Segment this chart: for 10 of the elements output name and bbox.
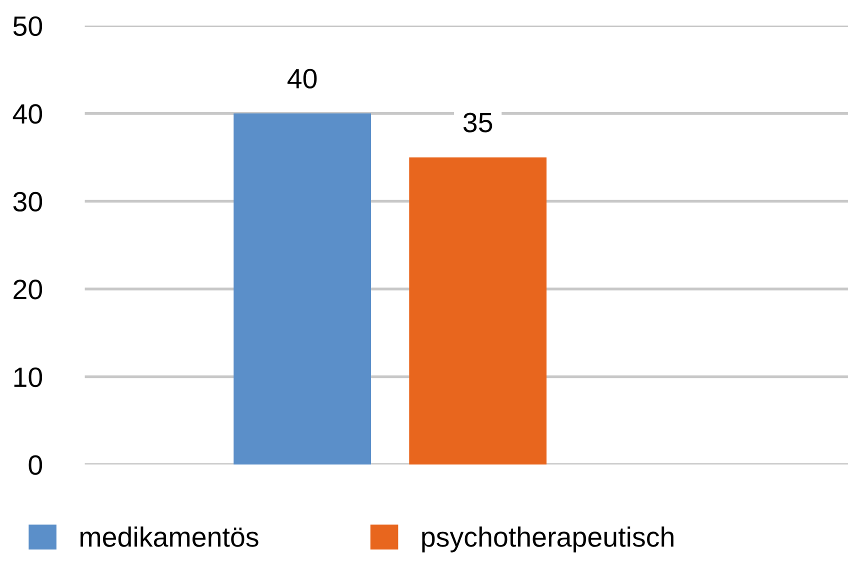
- data-label: 35: [463, 112, 492, 132]
- y-tick-label: 40: [12, 104, 42, 124]
- y-tick-label: 30: [13, 192, 42, 212]
- data-label: 40: [288, 68, 317, 88]
- y-tick-label: 0: [28, 455, 42, 475]
- legend-label: psychotherapeutisch: [422, 526, 674, 552]
- y-tick-label: 20: [14, 280, 42, 300]
- legend-label: medikamentös: [80, 526, 258, 547]
- y-tick-label: 50: [13, 16, 42, 36]
- y-tick-label: 10: [14, 367, 42, 388]
